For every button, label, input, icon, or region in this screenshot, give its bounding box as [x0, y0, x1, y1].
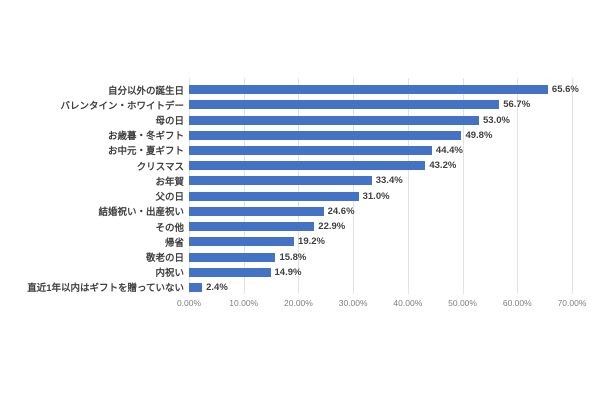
value-label: 24.6%	[327, 205, 355, 217]
value-label: 43.2%	[429, 160, 457, 172]
bar	[189, 267, 271, 277]
x-axis: 0.00% 10.00% 20.00% 30.00% 40.00% 50.00% 60.00…	[177, 298, 586, 312]
bar	[189, 252, 276, 262]
x-tick-label: 0.00%	[176, 298, 202, 308]
bar-row: 帰省 19.2%	[0, 234, 600, 249]
category-label: バレンタイン・ホワイトデー	[60, 100, 184, 112]
bar	[189, 100, 500, 110]
x-tick-label: 10.00%	[229, 298, 259, 308]
value-label: 2.4%	[206, 281, 228, 293]
gridline	[517, 78, 519, 294]
bar	[189, 145, 432, 155]
category-label: 敬老の日	[145, 253, 184, 265]
x-tick-label: 20.00%	[284, 298, 313, 308]
bar-track: 49.8%	[189, 129, 572, 141]
bar-row: お歳暮・冬ギフト 49.8%	[0, 128, 600, 143]
value-label: 44.4%	[435, 144, 463, 156]
bar-track: 15.8%	[189, 251, 572, 263]
chart-rows: 自分以外の誕生日 65.6% バレンタイン・ホワイトデー 56.7% 母の日 53.0% お…	[0, 82, 600, 295]
x-tick-label: 50.00%	[448, 298, 477, 308]
bar-track: 53.0%	[189, 114, 572, 126]
bar-row: 敬老の日 15.8%	[0, 249, 600, 265]
gridline	[243, 78, 245, 294]
bar-track: 2.4%	[189, 281, 572, 293]
x-tick-label: 60.00%	[502, 298, 532, 308]
bar	[189, 282, 203, 292]
category-label: 父の日	[155, 192, 184, 204]
bar-row: お年賀 33.4%	[0, 173, 600, 188]
bar	[189, 176, 372, 186]
category-label: 直近1年以内はギフトを贈っていない	[27, 283, 184, 295]
bar-track: 14.9%	[189, 266, 572, 278]
value-label: 31.0%	[362, 190, 390, 202]
x-tick-label: 30.00%	[338, 298, 368, 308]
gridline	[298, 78, 300, 294]
x-tick-label: 40.00%	[393, 298, 423, 308]
category-label: 母の日	[155, 116, 184, 128]
bar-row: クリスマス 43.2%	[0, 158, 600, 173]
bar-row: 内祝い 14.9%	[0, 265, 600, 280]
gridlines	[189, 78, 573, 294]
category-label: お中元・夏ギフト	[107, 146, 184, 158]
value-label: 22.9%	[318, 221, 346, 233]
bar	[189, 161, 426, 171]
category-label: クリスマス	[136, 161, 184, 173]
bar-row: 自分以外の誕生日 65.6%	[0, 82, 600, 97]
bar	[189, 130, 462, 140]
bar-track: 43.2%	[189, 160, 572, 172]
gridline	[462, 78, 464, 294]
bar-track: 24.6%	[189, 205, 572, 217]
category-label: お年賀	[155, 176, 184, 188]
category-label: 内祝い	[155, 268, 184, 280]
value-label: 53.0%	[482, 114, 510, 126]
value-label: 49.8%	[465, 129, 493, 141]
category-label: 帰省	[164, 237, 184, 249]
value-label: 56.7%	[503, 99, 531, 111]
bar-track: 33.4%	[189, 175, 572, 187]
category-label: その他	[155, 222, 184, 234]
bar	[189, 206, 324, 216]
bar-row: 直近1年以内はギフトを贈っていない 2.4%	[0, 280, 600, 295]
bar	[189, 85, 548, 95]
gridline	[407, 78, 409, 294]
bar-row: 母の日 53.0%	[0, 112, 600, 128]
bar-row: 父の日 31.0%	[0, 189, 600, 204]
category-label: 自分以外の誕生日	[107, 85, 184, 97]
gridline	[572, 78, 573, 294]
gridline	[353, 78, 355, 294]
bar-track: 19.2%	[189, 236, 572, 248]
bar-track: 65.6%	[189, 84, 579, 95]
value-label: 14.9%	[274, 266, 302, 278]
bar-track: 56.7%	[189, 99, 572, 111]
category-label: お歳暮・冬ギフト	[107, 131, 184, 143]
bar-track: 44.4%	[189, 144, 572, 156]
value-label: 33.4%	[375, 175, 403, 187]
value-label: 65.6%	[551, 84, 579, 96]
bar-track: 31.0%	[189, 190, 572, 202]
bar-track: 22.9%	[189, 221, 572, 233]
bar	[189, 237, 295, 247]
bar	[189, 115, 479, 125]
bar-row: その他 22.9%	[0, 219, 600, 234]
category-label: 結婚祝い・出産祝い	[98, 207, 184, 219]
gridline	[189, 78, 190, 294]
bar	[189, 222, 315, 232]
value-label: 19.2%	[298, 236, 325, 248]
bar-row: バレンタイン・ホワイトデー 56.7%	[0, 97, 600, 112]
x-tick-label: 70.00%	[557, 298, 587, 308]
bar-row: お中元・夏ギフト 44.4%	[0, 143, 600, 158]
bar-row: 結婚祝い・出産祝い 24.6%	[0, 204, 600, 219]
value-label: 15.8%	[279, 251, 307, 263]
bar	[189, 191, 359, 201]
